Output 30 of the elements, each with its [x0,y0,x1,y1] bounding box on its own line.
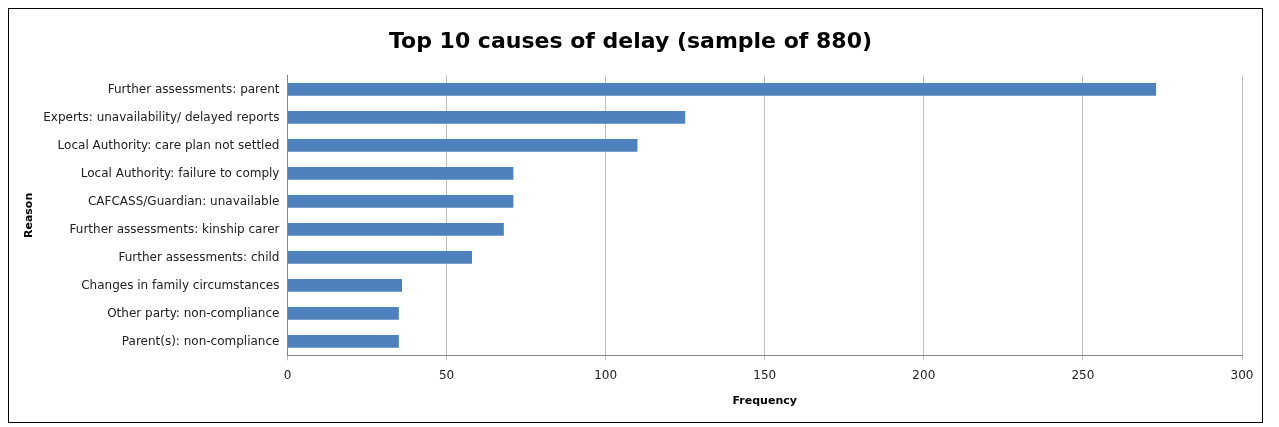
bar [287,279,403,292]
y-tick-label: Local Authority: failure to comply [80,165,280,180]
x-axis-title: Frequency [732,394,797,408]
y-tick-label: Local Authority: care plan not settled [57,137,280,152]
bar [287,167,514,180]
bar [287,139,638,152]
x-tick-label: 300 [1230,367,1254,382]
x-tick-label: 250 [1071,367,1095,382]
y-tick-label: Other party: non-compliance [107,305,280,320]
y-tick-label: Changes in family circumstances [81,277,280,292]
bar [287,307,399,320]
bar [287,223,504,236]
bar [287,251,473,264]
bar [287,111,686,124]
y-tick-label: Further assessments: kinship carer [69,221,280,236]
y-tick-label: CAFCASS/Guardian: unavailable [87,193,280,208]
x-tick-label: 200 [912,367,936,382]
bar [287,195,514,208]
x-tick-label: 100 [594,367,618,382]
y-tick-label: Parent(s): non-compliance [121,333,280,348]
x-tick-label: 150 [753,367,777,382]
x-tick-label: 50 [438,367,455,382]
y-tick-label: Experts: unavailability/ delayed reports [43,109,280,124]
y-tick-label: Further assessments: parent [107,81,280,96]
y-axis-title: Reason [22,192,36,239]
bar [287,83,1157,96]
chart-title: Top 10 causes of delay (sample of 880) [388,27,873,53]
x-tick-label: 0 [283,367,292,382]
y-tick-label: Further assessments: child [118,249,280,264]
bar [287,335,399,348]
